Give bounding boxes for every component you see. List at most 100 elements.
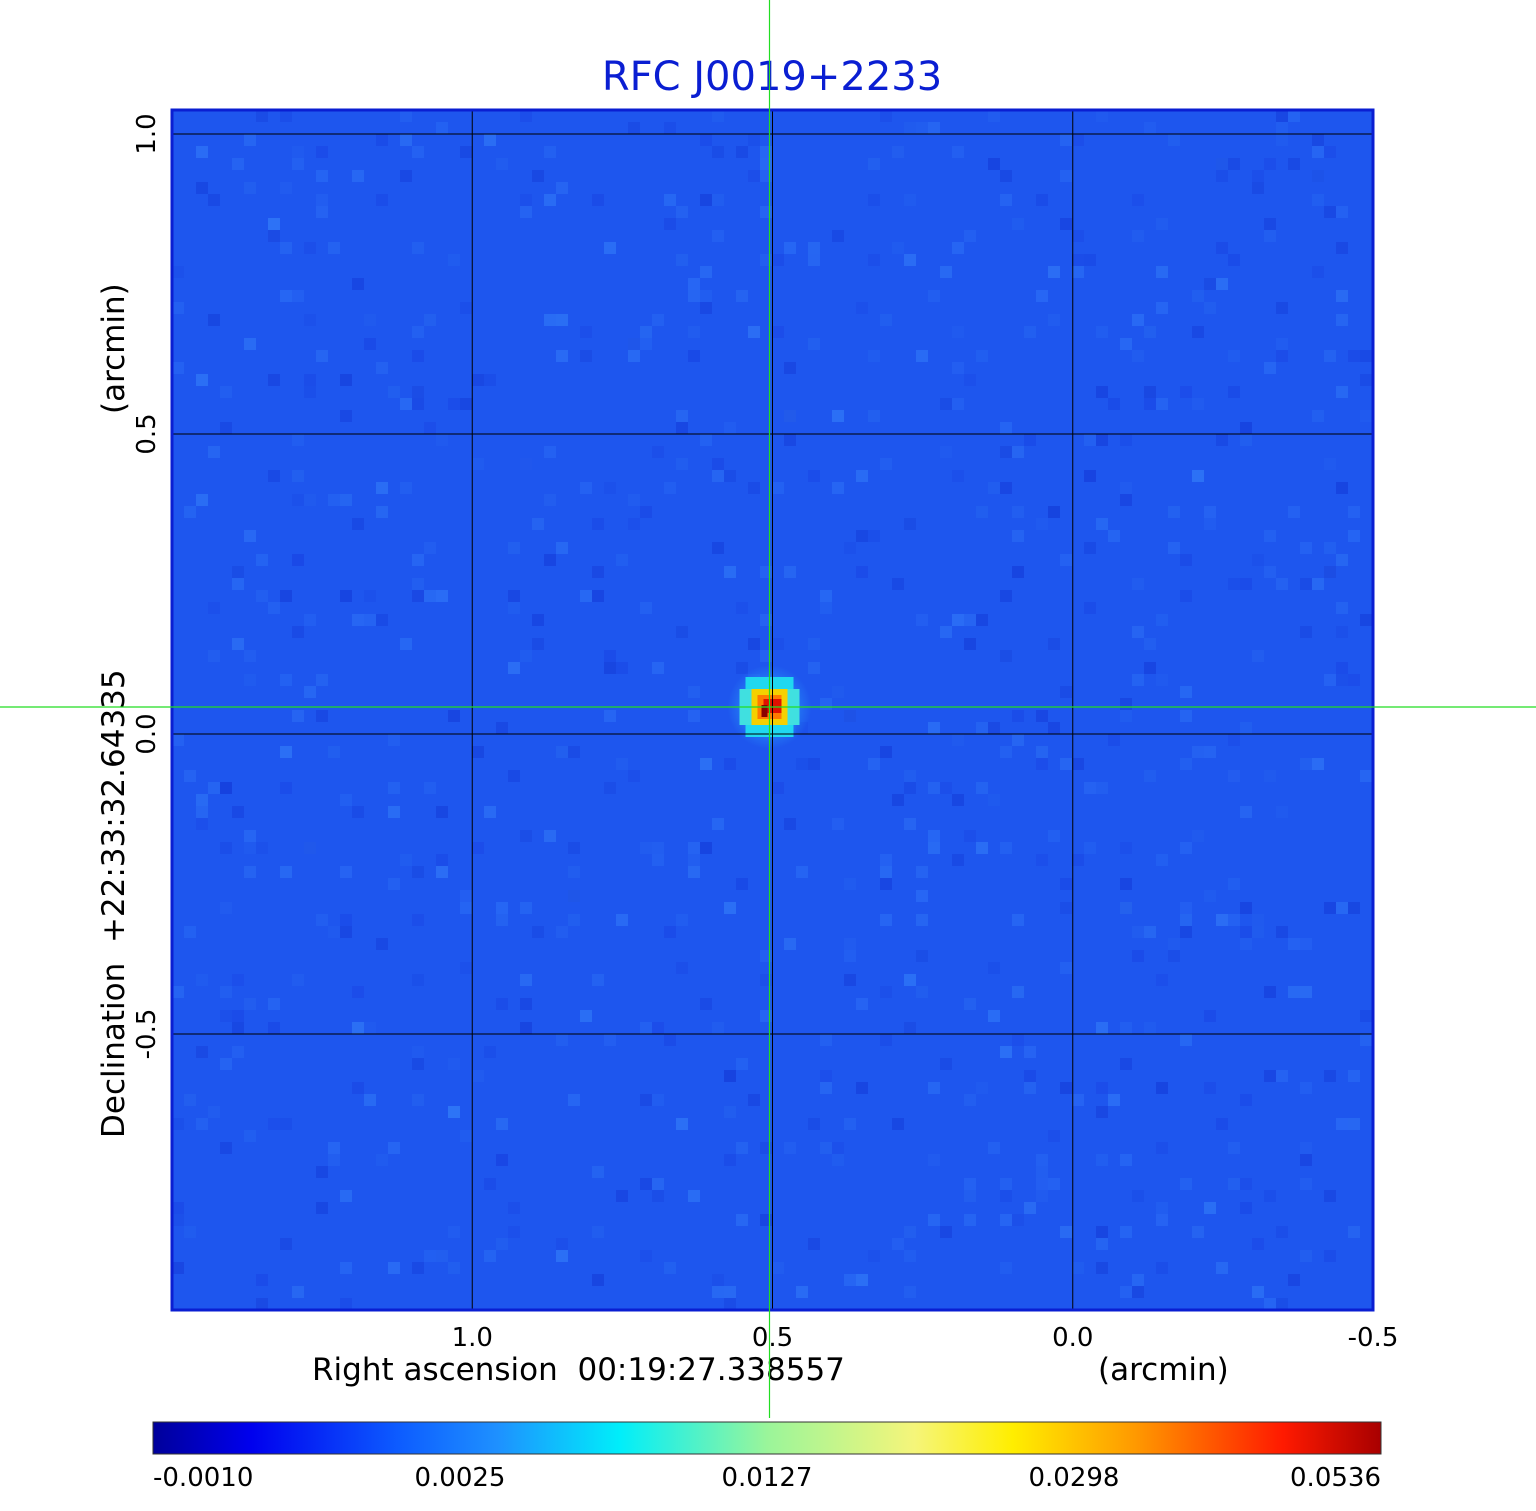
noise-cell xyxy=(952,470,964,482)
noise-cell xyxy=(376,614,388,626)
noise-cell xyxy=(592,974,604,986)
noise-cell xyxy=(808,338,820,350)
noise-cell xyxy=(328,1142,340,1154)
noise-cell xyxy=(1204,1010,1216,1022)
noise-cell xyxy=(412,974,424,986)
noise-cell xyxy=(340,1190,352,1202)
noise-cell xyxy=(304,614,316,626)
noise-cell xyxy=(1204,1082,1216,1094)
noise-cell xyxy=(1204,890,1216,902)
noise-cell xyxy=(700,266,712,278)
chart-title: RFC J0019+2233 xyxy=(602,54,942,100)
noise-cell xyxy=(196,1046,208,1058)
noise-cell xyxy=(1204,302,1216,314)
noise-cell xyxy=(1036,854,1048,866)
noise-cell xyxy=(1120,1022,1132,1034)
noise-cell xyxy=(1120,434,1132,446)
noise-cell xyxy=(388,1262,400,1274)
noise-cell xyxy=(292,554,304,566)
noise-cell xyxy=(1120,878,1132,890)
noise-cell xyxy=(1252,926,1264,938)
colorbar-tick-label: 0.0298 xyxy=(1029,1463,1120,1493)
noise-cell xyxy=(520,902,532,914)
noise-cell xyxy=(340,1262,352,1274)
noise-cell xyxy=(532,170,544,182)
noise-cell xyxy=(1096,434,1108,446)
noise-cell xyxy=(940,626,952,638)
noise-cell xyxy=(1276,1070,1288,1082)
noise-cell xyxy=(1288,110,1300,122)
noise-cell xyxy=(1228,158,1240,170)
noise-cell xyxy=(196,182,208,194)
noise-cell xyxy=(352,806,364,818)
noise-cell xyxy=(508,1202,520,1214)
plot-frame xyxy=(170,108,1375,1312)
noise-cell xyxy=(184,1226,196,1238)
noise-cell xyxy=(1132,578,1144,590)
noise-cell xyxy=(592,194,604,206)
noise-cell xyxy=(1144,122,1156,134)
noise-cell xyxy=(868,530,880,542)
noise-cell xyxy=(736,290,748,302)
noise-cell xyxy=(532,638,544,650)
noise-cell xyxy=(184,1094,196,1106)
noise-cell xyxy=(1012,1034,1024,1046)
noise-cell xyxy=(844,710,856,722)
noise-cell xyxy=(904,122,916,134)
noise-cell xyxy=(976,722,988,734)
noise-cell xyxy=(880,914,892,926)
noise-cell xyxy=(376,506,388,518)
noise-cell xyxy=(868,410,880,422)
noise-cell xyxy=(736,1214,748,1226)
noise-cell xyxy=(760,146,772,158)
noise-cell xyxy=(268,998,280,1010)
noise-cell xyxy=(1276,1226,1288,1238)
noise-cell xyxy=(472,746,484,758)
noise-cell xyxy=(976,614,988,626)
noise-cell xyxy=(400,134,412,146)
noise-cell xyxy=(808,1118,820,1130)
noise-cell xyxy=(928,782,940,794)
noise-cell xyxy=(1336,386,1348,398)
noise-cell xyxy=(232,638,244,650)
noise-cell xyxy=(676,458,688,470)
noise-cell xyxy=(712,194,724,206)
noise-cell xyxy=(376,134,388,146)
noise-cell xyxy=(904,1022,916,1034)
noise-cell xyxy=(520,974,532,986)
noise-cell xyxy=(232,1046,244,1058)
noise-cell xyxy=(712,1022,724,1034)
noise-cell xyxy=(400,110,412,122)
noise-cell xyxy=(724,1298,736,1310)
noise-cell xyxy=(520,1022,532,1034)
noise-cell xyxy=(1060,878,1072,890)
noise-cell xyxy=(1264,1070,1276,1082)
noise-cell xyxy=(1276,926,1288,938)
noise-cell xyxy=(196,146,208,158)
noise-cell xyxy=(856,998,868,1010)
noise-cell xyxy=(796,1286,808,1298)
noise-cell xyxy=(1228,386,1240,398)
noise-cell xyxy=(916,350,928,362)
noise-cell xyxy=(988,794,1000,806)
noise-cell xyxy=(184,926,196,938)
noise-cell xyxy=(1324,674,1336,686)
noise-cell xyxy=(1060,686,1072,698)
noise-cell xyxy=(1192,470,1204,482)
noise-cell xyxy=(1228,1142,1240,1154)
noise-cell xyxy=(316,350,328,362)
noise-cell xyxy=(424,542,436,554)
colorbar-tick-label: 0.0025 xyxy=(415,1463,506,1493)
noise-cell xyxy=(448,710,460,722)
noise-cell xyxy=(556,182,568,194)
noise-cell xyxy=(1168,134,1180,146)
noise-cell xyxy=(976,782,988,794)
noise-cell xyxy=(1312,170,1324,182)
noise-cell xyxy=(1156,218,1168,230)
noise-cell xyxy=(568,890,580,902)
noise-cell xyxy=(340,374,352,386)
noise-cell xyxy=(520,458,532,470)
noise-cell xyxy=(1120,482,1132,494)
noise-cell xyxy=(496,902,508,914)
